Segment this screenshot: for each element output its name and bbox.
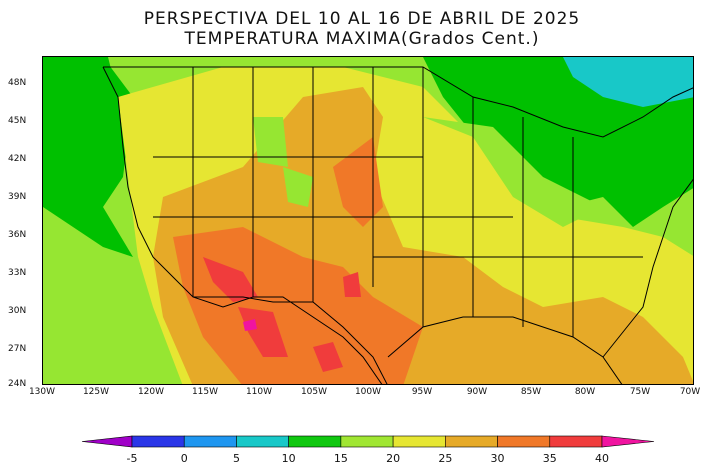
colorbar-tick-label: 25: [438, 452, 453, 465]
extreme-hot-patch: [243, 319, 257, 331]
midwest-lightgreen-region: [423, 117, 603, 227]
lat-label-42n: 42N: [8, 154, 27, 164]
lat-label-39n: 39N: [8, 192, 27, 202]
lon-label-80w: 80W: [574, 387, 596, 397]
colorbar-box: [131, 435, 185, 448]
rockies-cool-patch: [253, 117, 288, 167]
colorbar-tick-label: 15: [333, 452, 348, 465]
sonora-hot-patch: [238, 307, 288, 357]
borders: [102, 66, 693, 384]
lon-label-70w: 70W: [679, 387, 701, 397]
lat-label-30n: 30N: [8, 306, 27, 316]
colorbar-tick-label: 30: [490, 452, 505, 465]
west-coast-green: [43, 57, 133, 257]
colorbar-tick-label: 20: [386, 452, 401, 465]
temperature-map: [42, 56, 694, 385]
canada-border: [103, 66, 693, 138]
lat-label-36n: 36N: [8, 230, 27, 240]
lon-label-105w: 105W: [300, 387, 328, 397]
lon-label-85w: 85W: [520, 387, 542, 397]
colorbar-box: [445, 435, 498, 448]
colorbar-box: [340, 435, 394, 448]
colorbar-box: [288, 435, 342, 448]
lat-label-48n: 48N: [8, 78, 27, 88]
colorbar-tick-label: 10: [281, 452, 296, 465]
plains-hot-patch: [333, 137, 383, 227]
lon-label-75w: 75W: [629, 387, 651, 397]
colorbar-arrow-low: [81, 435, 133, 448]
map-title: PERSPECTIVA DEL 10 AL 16 DE ABRIL DE 202…: [143, 9, 581, 29]
gulf-coast: [387, 316, 623, 384]
great-lakes-cool-region: [563, 57, 693, 107]
lon-label-95w: 95W: [411, 387, 433, 397]
colorado-cool-patch: [283, 167, 313, 207]
lon-label-125w: 125W: [82, 387, 110, 397]
colorbar-box: [497, 435, 551, 448]
colorbar-box: [183, 435, 237, 448]
atlantic-coast: [602, 178, 693, 358]
colorbar-tick-label: -5: [126, 452, 138, 465]
arizona-hot-patch: [203, 257, 258, 302]
lat-label-45n: 45N: [8, 116, 27, 126]
texas-hot-patch: [343, 272, 361, 297]
colorbar-box: [236, 435, 289, 448]
map-svg: [43, 57, 693, 384]
colorbar-box: [549, 435, 603, 448]
colorbar-tick-label: 35: [542, 452, 557, 465]
lat-label-27n: 27N: [8, 344, 27, 354]
lat-label-33n: 33N: [8, 268, 27, 278]
lon-label-115w: 115W: [191, 387, 219, 397]
lon-label-110w: 110W: [245, 387, 273, 397]
lon-label-120w: 120W: [137, 387, 165, 397]
colorbar-box: [392, 435, 446, 448]
lon-label-130w: 130W: [28, 387, 56, 397]
mexico-hot-patch: [313, 342, 343, 372]
map-subtitle: TEMPERATURA MAXIMA(Grados Cent.): [184, 29, 540, 49]
colorbar-tick-label: 5: [232, 452, 240, 465]
lon-label-90w: 90W: [466, 387, 488, 397]
colorbar-arrow-high: [601, 435, 655, 448]
lat-label-24n: 24N: [8, 379, 27, 389]
lon-label-100w: 100W: [354, 387, 382, 397]
colorbar-tick-label: 40: [595, 452, 609, 465]
colorbar-tick-label: 0: [180, 452, 188, 465]
